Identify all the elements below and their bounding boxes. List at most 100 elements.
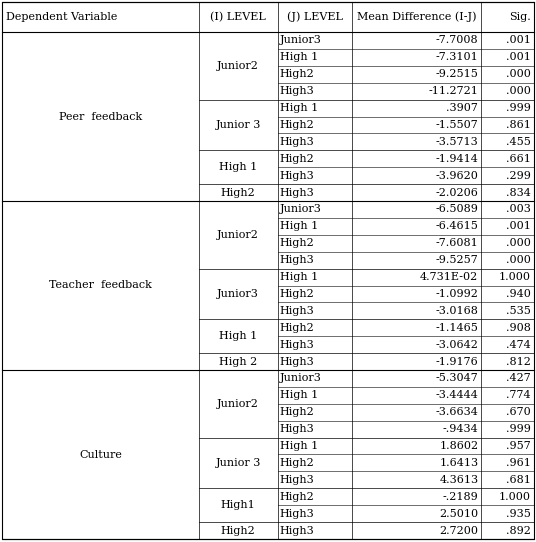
Text: .455: .455 bbox=[506, 137, 531, 147]
Text: .001: .001 bbox=[506, 35, 531, 46]
Text: High 1: High 1 bbox=[280, 103, 318, 113]
Text: Mean Difference (I-J): Mean Difference (I-J) bbox=[357, 12, 477, 22]
Text: .812: .812 bbox=[506, 357, 531, 366]
Text: -3.9620: -3.9620 bbox=[435, 171, 478, 180]
Text: .535: .535 bbox=[506, 306, 531, 316]
Text: Junior2: Junior2 bbox=[217, 230, 259, 240]
Text: High3: High3 bbox=[280, 357, 314, 366]
Text: .834: .834 bbox=[506, 188, 531, 197]
Text: 4.731E-02: 4.731E-02 bbox=[420, 272, 478, 282]
Text: .001: .001 bbox=[506, 53, 531, 62]
Text: High3: High3 bbox=[280, 424, 314, 434]
Text: 1.8602: 1.8602 bbox=[439, 441, 478, 451]
Text: 1.000: 1.000 bbox=[499, 492, 531, 502]
Text: High3: High3 bbox=[280, 475, 314, 485]
Text: -3.0168: -3.0168 bbox=[435, 306, 478, 316]
Text: High 1: High 1 bbox=[280, 53, 318, 62]
Text: Junior 3: Junior 3 bbox=[215, 458, 261, 468]
Text: Junior 3: Junior 3 bbox=[215, 120, 261, 130]
Text: -1.9176: -1.9176 bbox=[436, 357, 478, 366]
Text: .001: .001 bbox=[506, 221, 531, 231]
Text: Sig.: Sig. bbox=[509, 12, 531, 22]
Text: .935: .935 bbox=[506, 508, 531, 519]
Text: .681: .681 bbox=[506, 475, 531, 485]
Text: Teacher  feedback: Teacher feedback bbox=[49, 281, 152, 291]
Text: -11.2721: -11.2721 bbox=[428, 86, 478, 96]
Text: -5.3047: -5.3047 bbox=[436, 373, 478, 383]
Text: -1.0992: -1.0992 bbox=[435, 289, 478, 299]
Text: High 2: High 2 bbox=[219, 357, 257, 366]
Text: .774: .774 bbox=[507, 390, 531, 401]
Text: 4.3613: 4.3613 bbox=[439, 475, 478, 485]
Text: -3.6634: -3.6634 bbox=[435, 407, 478, 417]
Text: .427: .427 bbox=[506, 373, 531, 383]
Text: High 1: High 1 bbox=[280, 390, 318, 401]
Text: .3907: .3907 bbox=[446, 103, 478, 113]
Text: 2.7200: 2.7200 bbox=[440, 526, 478, 535]
Text: .474: .474 bbox=[506, 340, 531, 350]
Text: -3.0642: -3.0642 bbox=[435, 340, 478, 350]
Text: Junior2: Junior2 bbox=[217, 61, 259, 71]
Text: .861: .861 bbox=[506, 120, 531, 130]
Text: Culture: Culture bbox=[79, 449, 122, 460]
Text: 2.5010: 2.5010 bbox=[439, 508, 478, 519]
Text: .003: .003 bbox=[506, 204, 531, 215]
Text: High 1: High 1 bbox=[219, 331, 257, 341]
Text: -7.7008: -7.7008 bbox=[436, 35, 478, 46]
Text: High1: High1 bbox=[221, 500, 256, 510]
Text: High3: High3 bbox=[280, 526, 314, 535]
Text: -1.1465: -1.1465 bbox=[435, 322, 478, 333]
Text: (I) LEVEL: (I) LEVEL bbox=[210, 12, 266, 22]
Text: High2: High2 bbox=[280, 458, 314, 468]
Text: High3: High3 bbox=[280, 255, 314, 265]
Text: -3.4444: -3.4444 bbox=[435, 390, 478, 401]
Text: High2: High2 bbox=[221, 526, 256, 535]
Text: High3: High3 bbox=[280, 306, 314, 316]
Text: High2: High2 bbox=[280, 492, 314, 502]
Text: High 1: High 1 bbox=[219, 162, 257, 172]
Text: Junior3: Junior3 bbox=[217, 289, 259, 299]
Text: .999: .999 bbox=[506, 424, 531, 434]
Text: High3: High3 bbox=[280, 188, 314, 197]
Text: Peer  feedback: Peer feedback bbox=[59, 112, 142, 121]
Text: High2: High2 bbox=[280, 322, 314, 333]
Text: -9.5257: -9.5257 bbox=[436, 255, 478, 265]
Text: -9.2515: -9.2515 bbox=[435, 69, 478, 79]
Text: Junior3: Junior3 bbox=[280, 373, 322, 383]
Text: 1.000: 1.000 bbox=[499, 272, 531, 282]
Text: -3.5713: -3.5713 bbox=[436, 137, 478, 147]
Text: .299: .299 bbox=[506, 171, 531, 180]
Text: High3: High3 bbox=[280, 340, 314, 350]
Text: High 1: High 1 bbox=[280, 221, 318, 231]
Text: High2: High2 bbox=[280, 289, 314, 299]
Text: High2: High2 bbox=[280, 407, 314, 417]
Text: .000: .000 bbox=[506, 238, 531, 248]
Text: .000: .000 bbox=[506, 69, 531, 79]
Text: 1.6413: 1.6413 bbox=[439, 458, 478, 468]
Text: High2: High2 bbox=[221, 188, 256, 197]
Text: High2: High2 bbox=[280, 69, 314, 79]
Text: High3: High3 bbox=[280, 137, 314, 147]
Text: High3: High3 bbox=[280, 171, 314, 180]
Text: .000: .000 bbox=[506, 255, 531, 265]
Text: .961: .961 bbox=[506, 458, 531, 468]
Text: -6.4615: -6.4615 bbox=[435, 221, 478, 231]
Text: .661: .661 bbox=[506, 154, 531, 164]
Text: Junior3: Junior3 bbox=[280, 35, 322, 46]
Text: High2: High2 bbox=[280, 120, 314, 130]
Text: -1.9414: -1.9414 bbox=[435, 154, 478, 164]
Text: High3: High3 bbox=[280, 86, 314, 96]
Text: High2: High2 bbox=[280, 238, 314, 248]
Text: Junior2: Junior2 bbox=[217, 399, 259, 409]
Text: -.9434: -.9434 bbox=[443, 424, 478, 434]
Text: High 1: High 1 bbox=[280, 441, 318, 451]
Text: -1.5507: -1.5507 bbox=[436, 120, 478, 130]
Text: -7.3101: -7.3101 bbox=[436, 53, 478, 62]
Text: -2.0206: -2.0206 bbox=[435, 188, 478, 197]
Text: -.2189: -.2189 bbox=[443, 492, 478, 502]
Text: .957: .957 bbox=[506, 441, 531, 451]
Text: .892: .892 bbox=[506, 526, 531, 535]
Text: High3: High3 bbox=[280, 508, 314, 519]
Text: .000: .000 bbox=[506, 86, 531, 96]
Text: .908: .908 bbox=[506, 322, 531, 333]
